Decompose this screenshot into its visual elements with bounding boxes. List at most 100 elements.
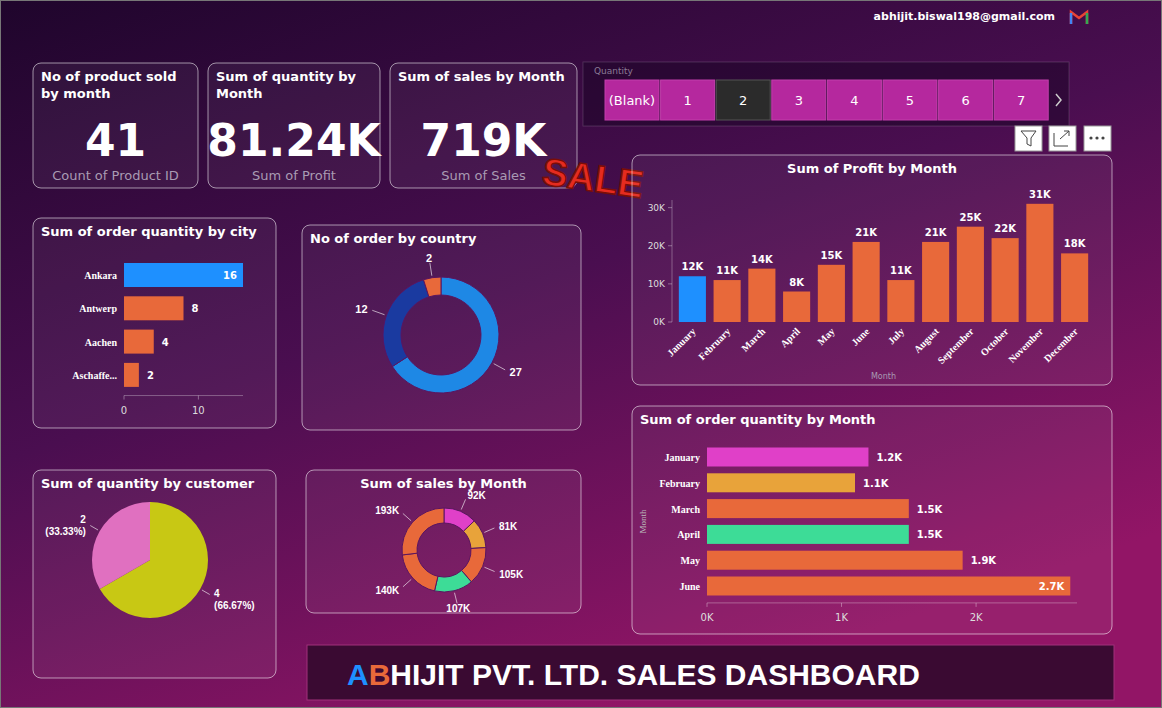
text-line: Sum of quantity by customer xyxy=(41,476,255,491)
slice xyxy=(92,502,150,589)
panel xyxy=(33,218,276,428)
bar xyxy=(707,525,909,544)
slicer-item-label[interactable]: 5 xyxy=(906,93,914,108)
bar xyxy=(1061,253,1088,322)
leader-line xyxy=(461,499,465,509)
mail-icon-r xyxy=(1086,13,1089,24)
bars xyxy=(124,263,243,387)
bar xyxy=(853,242,880,322)
slicer-item[interactable] xyxy=(939,80,993,120)
x-tick-label: 0 xyxy=(121,405,127,416)
y-tick xyxy=(668,245,672,246)
visual-icon[interactable] xyxy=(1015,126,1042,151)
category-label: October xyxy=(978,325,1011,358)
bar xyxy=(748,269,775,322)
data-label: 1.9K xyxy=(971,555,998,566)
y-tick-label: 20K xyxy=(648,241,666,251)
slicer-item-label[interactable]: 6 xyxy=(961,93,969,108)
data-label: 21K xyxy=(855,227,878,238)
slice xyxy=(424,277,441,297)
label-line: 4 xyxy=(214,588,220,599)
x-tick-label: 0K xyxy=(701,612,714,623)
visual-icon[interactable] xyxy=(1049,126,1076,151)
category-label: Antwerp xyxy=(79,303,117,314)
visual-icon[interactable] xyxy=(1084,126,1111,151)
data-label: 11K xyxy=(890,265,913,276)
panel-title: Sum of sales by Month xyxy=(398,69,565,84)
slicer-title: Quantity xyxy=(594,66,634,76)
label-line: (66.67%) xyxy=(214,600,255,611)
mail-icon xyxy=(1071,12,1087,24)
text-line: No of order by country xyxy=(310,231,477,246)
slicer-item-label[interactable]: (Blank) xyxy=(609,93,655,108)
slicer-item-label[interactable]: 2 xyxy=(739,93,747,108)
bars xyxy=(707,448,1070,596)
panel-title: No of product soldby month xyxy=(41,69,177,101)
email: abhijit.biswal198@gmail.com xyxy=(874,10,1055,23)
panel xyxy=(302,225,581,430)
data-label: 4 xyxy=(162,337,169,348)
dashboard: abhijit.biswal198@gmail.com No of product… xyxy=(0,0,1162,708)
text-line: Month xyxy=(216,86,263,101)
more-dot xyxy=(1095,136,1098,139)
text-line: Sum of sales by Month xyxy=(398,69,565,84)
bar xyxy=(707,473,855,492)
y-tick-label: 10K xyxy=(648,279,666,289)
slicer-item[interactable] xyxy=(827,80,881,120)
x-tick xyxy=(198,396,199,400)
category-label: January xyxy=(665,326,698,359)
data-label: 12K xyxy=(682,261,705,272)
slicer-item-label[interactable]: 7 xyxy=(1017,93,1025,108)
x-tick-label: 1K xyxy=(835,612,848,623)
bar xyxy=(679,276,706,322)
panel xyxy=(632,155,1112,385)
slicer-item-label[interactable]: 3 xyxy=(795,93,803,108)
slicer-item[interactable] xyxy=(605,80,659,120)
slicer-item-label[interactable]: 4 xyxy=(850,93,858,108)
data-label: 8 xyxy=(192,303,199,314)
slicer-item[interactable] xyxy=(661,80,715,120)
slice xyxy=(435,570,472,592)
slicer-item[interactable] xyxy=(883,80,937,120)
x-tick xyxy=(841,603,842,607)
leader-line xyxy=(430,263,432,276)
slicer-next[interactable] xyxy=(1056,94,1061,106)
bar xyxy=(887,280,914,322)
bar xyxy=(992,238,1019,322)
bar xyxy=(818,265,845,322)
bar xyxy=(707,499,909,518)
leader-line xyxy=(454,593,457,604)
card-value: 719K xyxy=(421,115,549,166)
category-label: June xyxy=(679,581,700,592)
y-tick-label: 30K xyxy=(648,203,666,213)
panel-title: Sum of quantity by customer xyxy=(41,476,255,491)
slicer-item[interactable] xyxy=(994,80,1048,120)
x-tick-label: 2K xyxy=(970,612,983,623)
bar xyxy=(707,551,963,570)
x-tick xyxy=(707,603,708,607)
slicer-item[interactable] xyxy=(716,80,770,120)
leader-line xyxy=(494,364,505,370)
category-label: February xyxy=(696,326,732,362)
bar xyxy=(124,363,139,387)
panel-title: No of order by country xyxy=(310,231,477,246)
frame xyxy=(1,1,1162,708)
data-label: 4(66.67%) xyxy=(214,588,255,611)
data-label: 1.1K xyxy=(863,478,890,489)
category-label: April xyxy=(677,529,700,540)
y-tick-label: 0K xyxy=(653,317,666,327)
text-line: No of product sold xyxy=(41,69,177,84)
more-dot xyxy=(1101,136,1104,139)
text-line: Sum of quantity by xyxy=(216,69,357,84)
background xyxy=(0,0,1162,708)
bar xyxy=(714,280,741,322)
category-label: January xyxy=(664,452,700,463)
label-line: (33.33%) xyxy=(45,526,86,537)
slicer-item-label[interactable]: 1 xyxy=(683,93,691,108)
slicer-item[interactable] xyxy=(772,80,826,120)
data-label: 140K xyxy=(375,585,400,596)
panel-title: Sum of order quantity by city xyxy=(41,224,257,239)
category-label: August xyxy=(912,325,942,355)
bars xyxy=(679,204,1088,322)
bar xyxy=(957,227,984,322)
